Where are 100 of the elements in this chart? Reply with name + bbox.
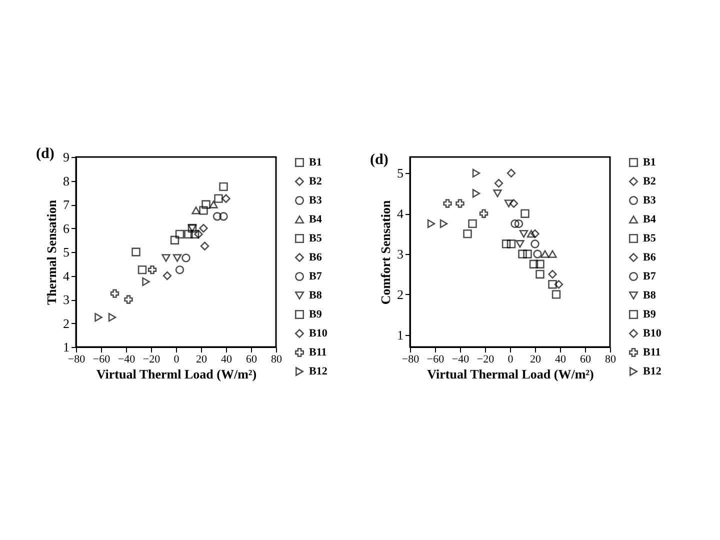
point — [516, 240, 524, 248]
point — [184, 230, 193, 239]
point — [202, 200, 210, 209]
y-tick-label: 3 — [397, 246, 404, 262]
point — [124, 295, 133, 304]
point — [222, 194, 230, 203]
point — [199, 224, 208, 233]
legend-label: B12 — [643, 366, 662, 378]
x-tick-label: −40 — [452, 354, 470, 366]
point — [110, 289, 120, 298]
y-tick-label: 2 — [397, 286, 404, 302]
point — [175, 230, 184, 239]
y-tick-label: 9 — [63, 150, 70, 164]
legend-label: B8 — [309, 290, 322, 302]
legend-label: B2 — [309, 176, 322, 188]
legend-label: B6 — [643, 252, 656, 264]
point — [472, 168, 480, 178]
point — [148, 265, 157, 274]
y-tick-label: 5 — [397, 166, 404, 181]
point — [138, 265, 147, 274]
x-tick-label: −20 — [476, 354, 495, 366]
y-tick-label: 1 — [397, 327, 404, 342]
chart-title: (d) — [370, 152, 388, 168]
legend-label: B9 — [309, 308, 322, 320]
point — [175, 265, 184, 274]
point — [519, 230, 528, 238]
x-tick-label: 40 — [221, 354, 232, 366]
point — [533, 250, 542, 258]
x-tick-label: 60 — [246, 354, 258, 366]
x-tick-label: 0 — [508, 354, 514, 366]
point — [219, 212, 228, 221]
point — [162, 254, 170, 262]
legend-label: B5 — [643, 232, 656, 244]
point — [518, 250, 527, 258]
point — [94, 312, 102, 322]
point — [219, 182, 228, 192]
legend-label: B10 — [643, 328, 662, 340]
point — [190, 230, 200, 239]
x-tick-label: −80 — [68, 354, 86, 366]
x-tick-label: −20 — [142, 354, 161, 366]
y-tick-label: 4 — [63, 268, 70, 284]
x-tick-label: 80 — [605, 354, 616, 366]
x-axis-title: Virtual Therml Load (W/m²) — [96, 366, 257, 382]
legend-label: B3 — [309, 194, 322, 206]
point — [520, 209, 530, 218]
point — [214, 194, 223, 203]
point — [548, 270, 557, 279]
point — [526, 230, 536, 238]
point — [479, 209, 488, 218]
point — [530, 240, 540, 248]
legend-label: B7 — [643, 270, 656, 282]
legend-label: B9 — [643, 308, 656, 320]
legend-label: B11 — [643, 346, 661, 358]
point — [182, 254, 190, 262]
point — [472, 189, 480, 198]
point — [212, 212, 222, 221]
y-tick-label: 7 — [63, 197, 70, 212]
x-tick-label: −60 — [92, 354, 111, 366]
point — [162, 271, 172, 280]
x-tick-label: −40 — [118, 354, 136, 366]
legend-label: B8 — [643, 290, 656, 302]
legend-label: B1 — [643, 156, 656, 168]
y-tick-label: 4 — [397, 206, 404, 222]
chart-title: (d) — [36, 146, 54, 162]
point — [494, 178, 504, 188]
x-tick-label: 20 — [196, 354, 208, 366]
point — [468, 219, 477, 228]
point — [209, 200, 218, 208]
point — [514, 219, 524, 228]
legend-label: B4 — [643, 214, 656, 226]
x-axis-title: Virtual Thermal Load (W/m²) — [427, 366, 594, 382]
legend-label: B11 — [309, 346, 327, 358]
point — [529, 260, 538, 268]
y-tick-label: 6 — [63, 220, 70, 236]
x-tick-label: 60 — [580, 354, 592, 366]
legend-label: B10 — [309, 328, 328, 340]
y-tick-label: 1 — [63, 340, 70, 354]
point — [132, 248, 140, 256]
point — [456, 199, 464, 208]
x-tick-label: −80 — [402, 354, 420, 366]
point — [548, 280, 557, 289]
point — [199, 206, 208, 215]
legend-label: B4 — [309, 214, 322, 226]
x-tick-label: 80 — [271, 354, 282, 366]
point — [523, 250, 532, 258]
point — [540, 250, 550, 258]
legend-label: B3 — [643, 194, 656, 206]
y-tick-label: 3 — [63, 292, 70, 307]
legend-label: B2 — [643, 176, 656, 188]
point — [192, 206, 200, 214]
point — [530, 229, 540, 238]
point — [554, 280, 564, 289]
point — [200, 242, 210, 250]
x-tick-label: 0 — [174, 354, 180, 366]
legend-label: B6 — [309, 252, 322, 264]
point — [536, 260, 544, 268]
point — [440, 219, 448, 228]
legend-label: B7 — [309, 270, 322, 282]
y-axis-title: Thermal Sensation — [44, 199, 59, 306]
point — [142, 277, 150, 286]
